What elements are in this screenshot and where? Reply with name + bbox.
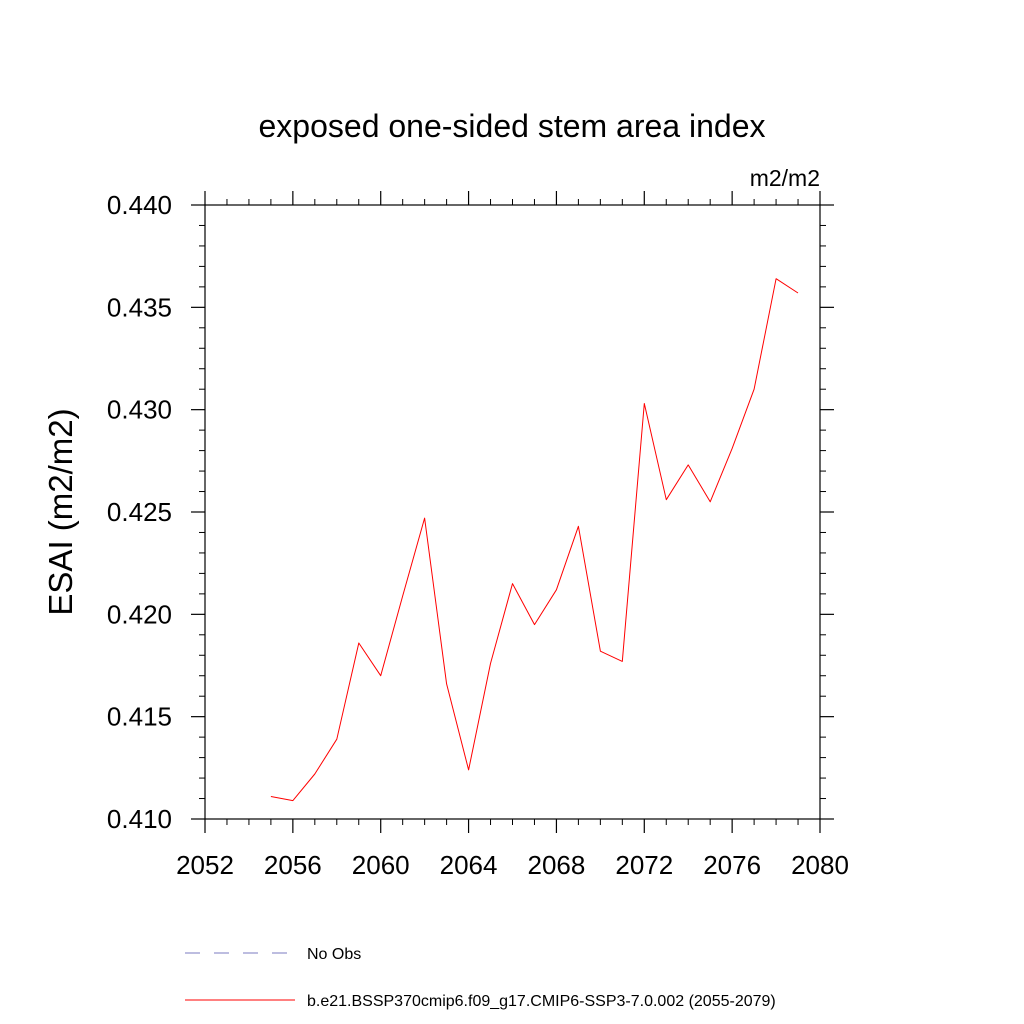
legend: No Obs b.e21.BSSP370cmip6.f09_g17.CMIP6-… <box>185 946 776 1010</box>
y-tick-label: 0.435 <box>107 292 172 322</box>
y-tick-labels: 0.410 0.415 0.420 0.425 0.430 0.435 0.440 <box>107 190 172 834</box>
x-tick-label: 2068 <box>528 850 586 880</box>
axis-ticks <box>191 191 834 833</box>
x-tick-label: 2072 <box>615 850 673 880</box>
chart-title: exposed one-sided stem area index <box>259 108 766 144</box>
legend-label-no-obs: No Obs <box>307 946 361 963</box>
x-tick-label: 2080 <box>791 850 849 880</box>
x-tick-label: 2056 <box>264 850 322 880</box>
y-tick-label: 0.425 <box>107 497 172 527</box>
series-line <box>270 278 799 802</box>
y-tick-label: 0.415 <box>107 702 172 732</box>
plot-frame <box>204 204 821 820</box>
x-tick-label: 2060 <box>352 850 410 880</box>
y-axis-label: ESAI (m2/m2) <box>42 408 79 615</box>
y-tick-label: 0.440 <box>107 190 172 220</box>
units-label: m2/m2 <box>750 165 820 191</box>
series-lines <box>270 278 799 802</box>
y-tick-label: 0.430 <box>107 395 172 425</box>
y-tick-label: 0.410 <box>107 804 172 834</box>
x-tick-label: 2052 <box>176 850 234 880</box>
x-tick-label: 2076 <box>703 850 761 880</box>
x-tick-label: 2064 <box>440 850 498 880</box>
y-tick-label: 0.420 <box>107 599 172 629</box>
x-tick-labels: 2052 2056 2060 2064 2068 2072 2076 2080 <box>176 850 849 880</box>
legend-label-model: b.e21.BSSP370cmip6.f09_g17.CMIP6-SSP3-7.… <box>307 993 776 1010</box>
